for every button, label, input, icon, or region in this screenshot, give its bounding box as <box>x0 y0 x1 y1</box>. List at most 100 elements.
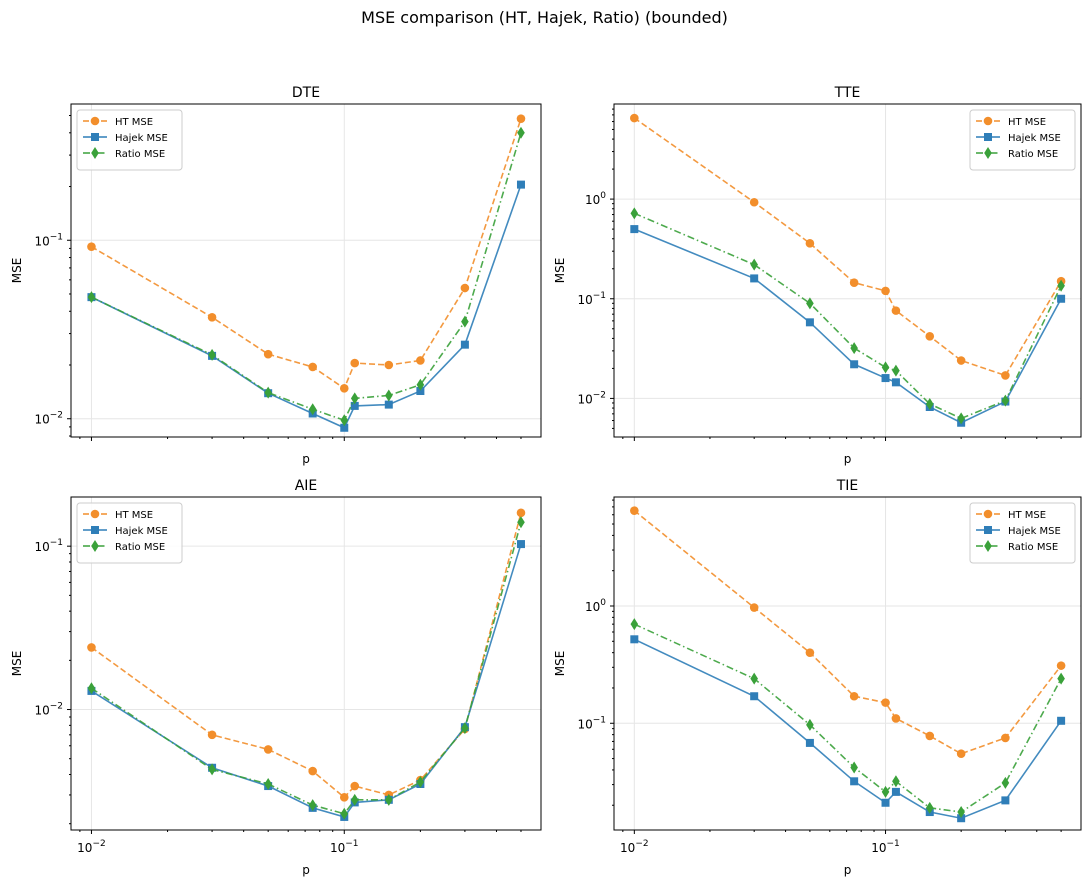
data-point <box>1057 672 1065 685</box>
data-point <box>806 297 814 310</box>
data-point <box>630 635 639 644</box>
data-point <box>87 682 96 695</box>
x-axis-label: p <box>844 452 852 466</box>
data-point <box>850 342 858 355</box>
data-point <box>208 763 216 776</box>
data-point <box>461 315 469 328</box>
data-point <box>892 364 900 377</box>
data-point <box>517 516 525 529</box>
data-point <box>957 814 966 823</box>
data-point <box>891 787 900 796</box>
data-point <box>87 242 96 252</box>
series-line <box>91 543 522 818</box>
series-hajek <box>630 635 1066 823</box>
y-tick-label: 10−2 <box>34 411 63 427</box>
data-point <box>849 278 859 287</box>
legend-marker <box>984 133 992 141</box>
data-point <box>891 714 901 723</box>
data-point <box>263 745 273 754</box>
data-point <box>339 793 349 802</box>
data-point <box>881 286 890 296</box>
data-point <box>750 258 758 271</box>
data-point <box>806 718 814 731</box>
data-point <box>881 698 890 707</box>
legend-marker <box>91 147 99 159</box>
legend-marker <box>984 147 992 159</box>
x-tick-label: 10−2 <box>77 839 106 855</box>
legend-label: HT MSE <box>115 117 153 128</box>
data-point <box>850 360 859 369</box>
legend: HT MSE Hajek MSE Ratio MSE <box>969 109 1076 171</box>
data-point <box>350 401 359 410</box>
y-tick-label: 100 <box>585 598 606 614</box>
legend-label: Hajek MSE <box>115 133 168 144</box>
series-line <box>633 638 1062 820</box>
data-point <box>956 356 966 365</box>
data-point <box>308 362 317 372</box>
data-point <box>87 643 96 652</box>
legend-marker <box>983 509 993 519</box>
legend-marker <box>91 133 99 141</box>
data-point <box>207 313 217 322</box>
figure-title: MSE comparison (HT, Hajek, Ratio) (bound… <box>361 8 728 27</box>
data-point <box>750 274 759 283</box>
data-point <box>1057 294 1066 303</box>
series-hajek <box>87 180 525 432</box>
data-point <box>516 180 525 189</box>
x-axis-label: p <box>302 452 310 466</box>
data-point <box>750 692 759 701</box>
legend: HT MSE Hajek MSE Ratio MSE <box>76 502 183 564</box>
y-tick-label: 10−1 <box>34 232 63 248</box>
y-tick-label: 10−1 <box>577 291 606 307</box>
data-point <box>264 777 272 790</box>
data-point <box>1001 371 1010 380</box>
subplot-title: DTE <box>292 85 320 101</box>
data-point <box>749 603 759 612</box>
y-tick-label: 10−2 <box>577 390 606 406</box>
legend-label: Hajek MSE <box>1008 133 1061 144</box>
subplot-aie: 10−2 10−1 10−2 10−1 AIE p MSE HT MSE Hajek MSE Ra… <box>10 478 542 877</box>
y-tick-label: 10−2 <box>34 702 63 718</box>
legend-marker <box>90 509 100 519</box>
y-tick-label: 10−1 <box>577 715 606 731</box>
data-point <box>891 306 901 315</box>
legend-marker <box>91 526 99 534</box>
data-point <box>957 806 965 819</box>
series-hajek <box>87 540 525 821</box>
legend: HT MSE Hajek MSE Ratio MSE <box>969 502 1076 564</box>
x-tick-label: 10−1 <box>330 839 359 855</box>
subplot-tie: 10−1 100 10−2 10−1 TIE p MSE HT MSE Hajek MSE Rat… <box>553 478 1082 877</box>
data-point <box>384 389 393 402</box>
data-point <box>208 348 216 361</box>
legend-marker <box>90 116 100 126</box>
legend-label: HT MSE <box>1008 117 1046 128</box>
legend-label: Ratio MSE <box>1008 149 1058 160</box>
legend-box <box>969 109 1076 171</box>
subplot-tte: 10−2 10−1 100 TTE p MSE HT MSE Hajek MSE Ratio M… <box>553 85 1082 466</box>
data-point <box>350 793 359 806</box>
data-point <box>339 384 349 393</box>
legend-marker <box>984 540 992 552</box>
data-point <box>207 730 217 740</box>
data-point <box>350 392 359 405</box>
data-point <box>749 197 759 207</box>
data-point <box>384 793 393 806</box>
data-point <box>630 506 639 515</box>
data-point <box>1001 796 1010 805</box>
data-point <box>750 672 758 685</box>
data-point <box>340 414 349 427</box>
data-point <box>517 126 525 139</box>
data-point <box>263 349 273 359</box>
series-ratio <box>630 618 1065 819</box>
series-hajek <box>630 225 1066 427</box>
series-line <box>634 212 1062 420</box>
data-point <box>1001 394 1010 407</box>
data-point <box>849 691 859 701</box>
data-point <box>416 387 425 396</box>
series-line <box>633 623 1062 813</box>
data-point <box>925 331 935 341</box>
x-tick-label: 10−1 <box>871 839 900 855</box>
data-point <box>308 766 317 776</box>
data-point <box>460 340 469 349</box>
x-axis-label: p <box>844 863 852 877</box>
